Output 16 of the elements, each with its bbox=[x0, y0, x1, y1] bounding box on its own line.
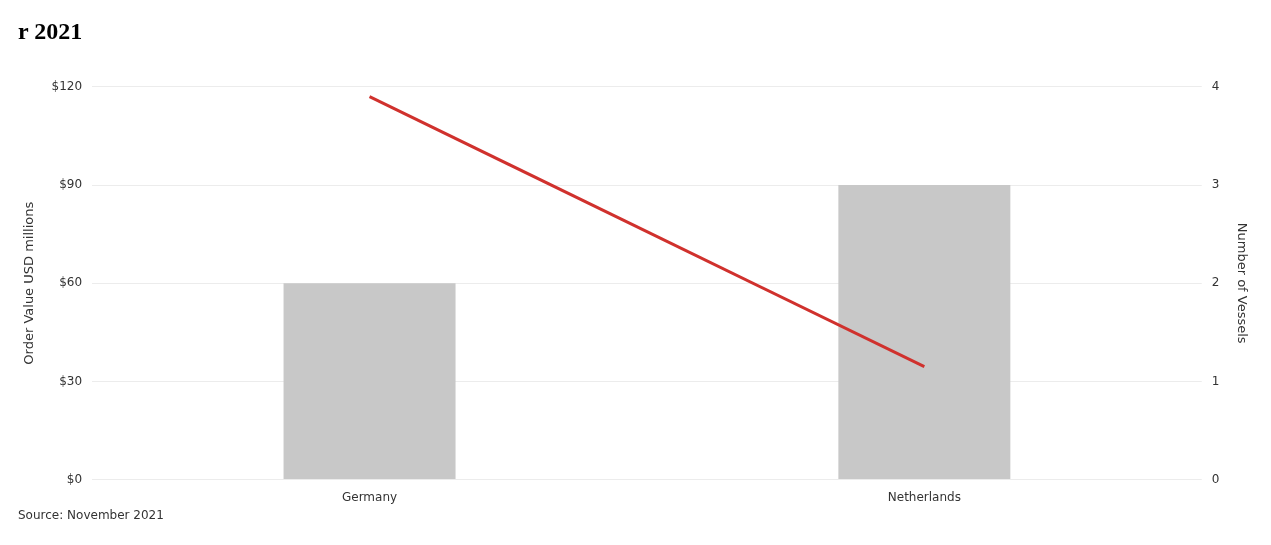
y-tick-label: $30 bbox=[59, 373, 83, 388]
y2-tick-label: 1 bbox=[1211, 373, 1220, 388]
y2-tick-label: 3 bbox=[1211, 177, 1220, 192]
y-tick-label: $0 bbox=[66, 471, 83, 486]
x-tick-label: Germany bbox=[341, 489, 398, 504]
y-tick-label: $60 bbox=[59, 275, 83, 290]
y2-axis-title: Number of Vessels bbox=[1234, 222, 1250, 344]
y-axis-title: Order Value USD millions bbox=[21, 201, 37, 365]
source-note: Source: November 2021 bbox=[18, 508, 165, 522]
chart-title: r 2021 bbox=[18, 17, 83, 44]
x-tick-label: Netherlands bbox=[887, 489, 961, 504]
y-tick-label: $90 bbox=[59, 177, 83, 192]
y2-tick-label: 2 bbox=[1211, 275, 1220, 290]
y2-tick-label: 0 bbox=[1211, 471, 1220, 486]
y-tick-label: $120 bbox=[51, 78, 83, 93]
y2-tick-label: 4 bbox=[1211, 78, 1220, 93]
